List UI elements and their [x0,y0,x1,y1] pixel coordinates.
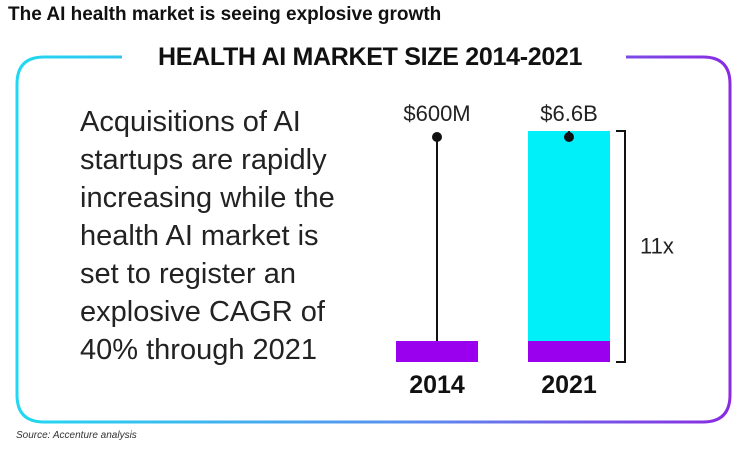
category-label-2021: 2021 [541,371,597,399]
description-line: increasing while the [80,182,335,214]
source-note: Source: Accenture analysis [16,430,137,441]
category-label-2014: 2014 [409,371,465,399]
description-text: Acquisitions of AI startups are rapidly … [80,103,370,369]
bar-growth-2021 [528,131,610,341]
growth-bracket [616,130,626,363]
description-line: 40% through 2021 [80,334,318,366]
leader-dot-2014 [432,132,442,142]
description-line: health AI market is [80,220,319,252]
description-line: explosive CAGR of [80,296,325,328]
headline: The AI health market is seeing explosive… [8,4,442,25]
bar-base-2014 [396,341,478,362]
data-label-2014: $600M [403,101,470,126]
chart-title: HEALTH AI MARKET SIZE 2014-2021 [158,43,583,71]
leader-dot-2021 [564,132,574,142]
description-line: set to register an [80,258,296,290]
data-label-2021: $6.6B [540,101,598,126]
description-line: Acquisitions of AI [80,106,301,138]
bar-base-2021 [528,341,610,362]
growth-annotation: 11x [640,234,674,259]
description-line: startups are rapidly [80,144,327,176]
